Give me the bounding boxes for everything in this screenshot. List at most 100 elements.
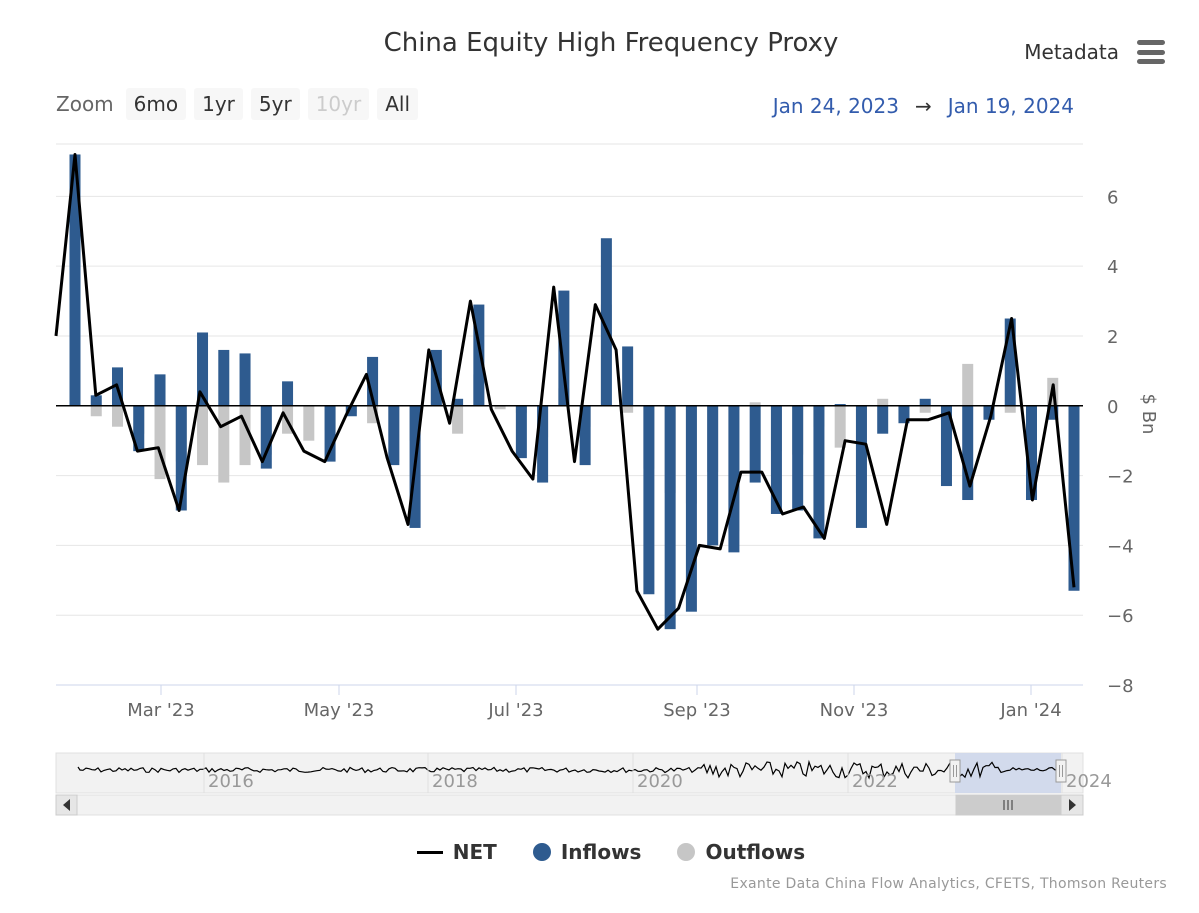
inflow-bar	[1004, 318, 1016, 406]
outflow-bar	[239, 405, 251, 466]
outflow-bar	[919, 405, 931, 413]
inflow-bar	[728, 405, 740, 553]
y-tick-label: −6	[1107, 606, 1134, 627]
zoom-label: Zoom	[56, 92, 114, 116]
inflow-bar	[473, 304, 485, 406]
outflow-bar	[749, 402, 761, 406]
inflow-bar	[537, 405, 549, 483]
inflow-bar	[239, 353, 251, 406]
inflow-bar	[197, 332, 209, 406]
inflow-bar	[919, 398, 931, 406]
inflow-bar	[813, 405, 825, 539]
metadata-label: Metadata	[1024, 40, 1119, 64]
credits: Exante Data China Flow Analytics, CFETS,…	[730, 876, 1167, 892]
navigator-year-label: 2022	[852, 771, 898, 792]
inflow-bar	[643, 405, 655, 595]
scroll-right-arrow-icon	[1069, 799, 1076, 811]
scrollbar	[55, 794, 1084, 816]
legend-dot-icon	[677, 843, 696, 861]
range-from-date[interactable]: Jan 24, 2023	[772, 94, 899, 118]
inflow-bar	[685, 405, 697, 612]
y-tick-label: 2	[1107, 327, 1118, 348]
inflow-bar	[515, 405, 527, 459]
navigator-handle[interactable]	[949, 759, 961, 783]
outflow-bar	[834, 405, 846, 448]
inflow-bar	[388, 405, 400, 466]
x-tick-label: Nov '23	[820, 700, 889, 721]
legend-label-outflows: Outflows	[705, 840, 806, 864]
navigator-year-label: 2016	[208, 771, 254, 792]
outflow-bar	[1004, 405, 1016, 413]
navigator: 2016 2018 2020 2022 2024	[55, 752, 1112, 794]
outflow-bar	[303, 405, 315, 441]
scroll-left-arrow-icon	[63, 799, 70, 811]
inflow-bar	[962, 405, 974, 501]
navigator-background	[55, 752, 1084, 794]
navigator-selection	[955, 753, 1061, 793]
chart-title: China Equity High Frequency Proxy	[383, 28, 839, 58]
inflow-bar	[558, 290, 570, 406]
legend-item-net[interactable]: NET	[416, 840, 497, 864]
outflow-bar	[90, 405, 102, 417]
inflow-bar	[260, 405, 272, 469]
legend-label-net: NET	[452, 840, 497, 864]
inflow-bar	[834, 404, 846, 406]
bars-group	[69, 154, 1080, 630]
legend-item-inflows[interactable]: Inflows	[532, 840, 642, 864]
inflow-bar	[452, 398, 464, 406]
navigator-year-label: 2024	[1066, 771, 1112, 792]
inflow-bar	[1025, 405, 1037, 501]
outflow-bar	[962, 363, 974, 406]
inflow-bar	[1068, 405, 1080, 591]
navigator-handle-body	[949, 759, 961, 783]
zoom-all-button[interactable]: All	[377, 88, 419, 120]
y-tick-label: 0	[1107, 397, 1118, 418]
x-tick-label: Mar '23	[127, 700, 195, 721]
inflow-bar	[133, 405, 145, 452]
range-arrow: →	[914, 94, 932, 118]
y-axis-title: $ Bn	[1138, 394, 1159, 435]
hamburger-menu-icon[interactable]	[1137, 40, 1165, 64]
inflow-bar	[154, 374, 166, 406]
y-tick-label: 6	[1107, 187, 1118, 208]
zoom-1yr-button[interactable]: 1yr	[194, 88, 243, 120]
inflow-bar	[855, 405, 867, 528]
navigator-line	[77, 759, 1059, 780]
outflow-bar	[197, 405, 209, 466]
navigator-year-label: 2018	[432, 771, 478, 792]
inflow-bar	[940, 405, 952, 487]
zoom-5yr-button[interactable]: 5yr	[250, 88, 300, 120]
inflow-bar	[69, 154, 81, 406]
outflow-bar	[622, 405, 634, 413]
y-tick-label: −2	[1107, 467, 1134, 488]
inflow-bar	[622, 346, 634, 406]
inflow-bar	[175, 405, 187, 511]
range-to-date[interactable]: Jan 19, 2024	[947, 94, 1074, 118]
zoom-10yr-button: 10yr	[307, 88, 370, 120]
outflow-bar	[112, 405, 124, 427]
navigator-handle[interactable]	[1055, 759, 1067, 783]
y-tick-label: −8	[1107, 676, 1134, 697]
inflow-bar	[218, 349, 230, 406]
inflow-bar	[90, 395, 102, 406]
metadata-menu-button[interactable]: Metadata	[1024, 40, 1165, 64]
inflow-bar	[983, 405, 995, 420]
outflow-bar	[367, 405, 379, 424]
outflow-bar	[877, 398, 889, 406]
scrollbar-track	[55, 794, 1084, 816]
outflow-bar	[452, 405, 464, 434]
legend-label-inflows: Inflows	[560, 840, 642, 864]
outflow-bar	[494, 405, 506, 410]
inflow-bar	[282, 381, 294, 406]
legend-item-outflows[interactable]: Outflows	[677, 840, 805, 864]
inflow-bar	[324, 405, 336, 462]
inflow-bar	[1047, 405, 1059, 420]
inflow-bar	[749, 405, 761, 483]
y-tick-label: −4	[1107, 536, 1134, 557]
zoom-6mo-button[interactable]: 6mo	[125, 88, 187, 120]
inflow-bar	[367, 356, 379, 406]
legend-line-icon	[416, 850, 443, 854]
x-tick-label: Sep '23	[663, 700, 731, 721]
x-tick-label: Jul '23	[487, 700, 543, 721]
